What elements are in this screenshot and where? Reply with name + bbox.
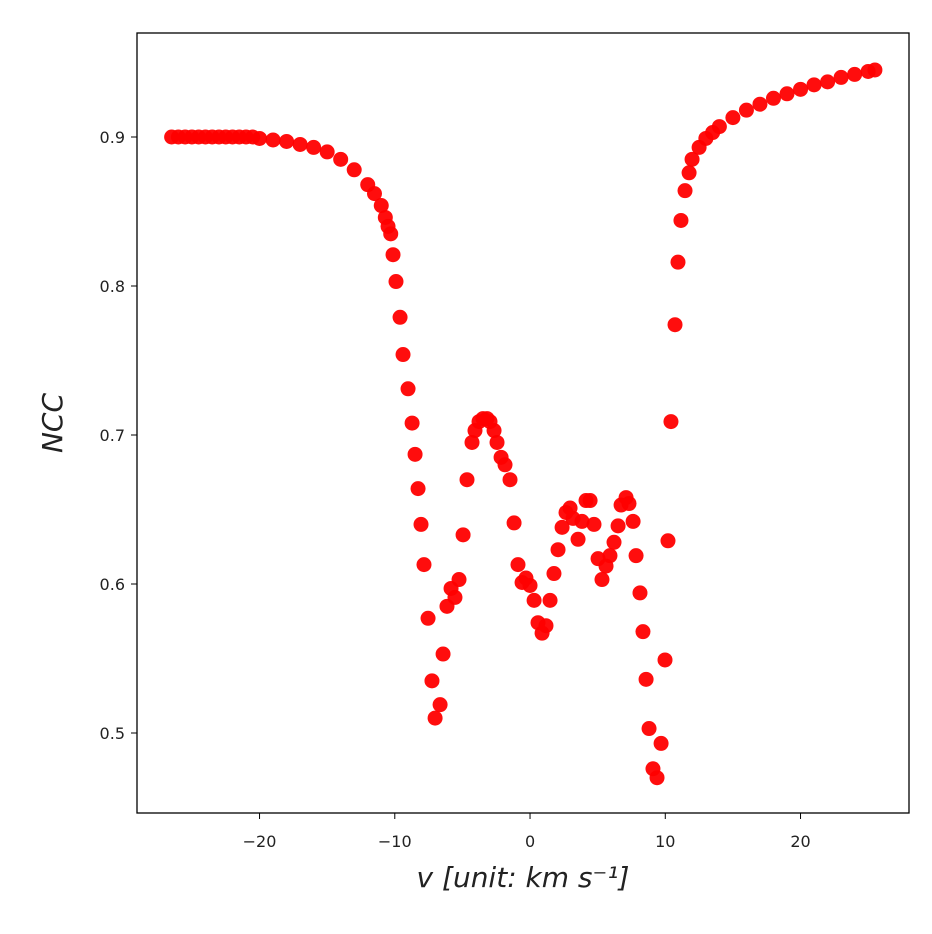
scatter-point [635, 624, 651, 640]
scatter-point [673, 212, 689, 228]
scatter-point [793, 81, 809, 97]
scatter-point [506, 515, 522, 531]
scatter-point [486, 423, 502, 439]
scatter-point [663, 414, 679, 430]
scatter-point [451, 572, 467, 588]
scatter-point [833, 69, 849, 85]
scatter-point [638, 671, 654, 687]
scatter-point [628, 548, 644, 564]
x-tick-label: 0 [525, 832, 535, 851]
scatter-point [416, 557, 432, 573]
scatter-point [681, 165, 697, 181]
scatter-point [610, 518, 626, 534]
scatter-point [660, 533, 676, 549]
scatter-point [392, 309, 408, 325]
scatter-point [621, 496, 637, 512]
scatter-point [404, 415, 420, 431]
scatter-point [657, 652, 673, 668]
scatter-point [586, 516, 602, 532]
scatter-point [502, 472, 518, 488]
scatter-point [395, 347, 411, 363]
scatter-point [319, 144, 335, 160]
scatter-point [373, 198, 389, 214]
x-tick-label: −10 [378, 832, 412, 851]
scatter-point [670, 254, 686, 270]
scatter-point [538, 618, 554, 634]
scatter-point [582, 493, 598, 509]
scatter-point [424, 673, 440, 689]
scatter-point [510, 557, 526, 573]
scatter-point [542, 592, 558, 608]
x-axis-label: v [unit: km s⁻¹] [417, 861, 630, 894]
scatter-point [550, 542, 566, 558]
scatter-point [677, 183, 693, 199]
scatter-point [413, 516, 429, 532]
scatter-point [574, 513, 590, 529]
scatter-point [667, 317, 683, 333]
scatter-point [649, 770, 665, 786]
scatter-point [435, 646, 451, 662]
scatter-point [388, 274, 404, 290]
scatter-point [252, 130, 268, 146]
scatter-point [725, 110, 741, 126]
scatter-point [366, 186, 382, 202]
scatter-point [497, 457, 513, 473]
scatter-point [546, 566, 562, 582]
scatter-point [459, 472, 475, 488]
scatter-point [346, 162, 362, 178]
scatter-point [265, 132, 281, 148]
scatter-point [653, 735, 669, 751]
scatter-point [606, 534, 622, 550]
scatter-point [383, 226, 399, 242]
scatter-point [333, 151, 349, 167]
scatter-point [570, 531, 586, 547]
scatter-point [554, 519, 570, 535]
scatter-point [447, 589, 463, 605]
scatter-point [752, 96, 768, 112]
scatter-point [427, 710, 443, 726]
scatter-point [738, 102, 754, 118]
scatter-point [400, 381, 416, 397]
scatter-point [420, 610, 436, 626]
y-tick-label: 0.7 [100, 426, 125, 445]
plot-frame [136, 32, 910, 814]
scatter-point [432, 697, 448, 713]
scatter-point [489, 434, 505, 450]
scatter-point [279, 133, 295, 149]
x-tick-label: 20 [790, 832, 810, 851]
scatter-point [410, 481, 426, 497]
scatter-point [867, 62, 883, 78]
scatter-point [820, 74, 836, 90]
scatter-point [684, 151, 700, 167]
scatter-point [806, 77, 822, 93]
scatter-point [292, 136, 308, 152]
scatter-point [407, 446, 423, 462]
scatter-point [594, 572, 610, 588]
x-tick-label: 10 [655, 832, 675, 851]
scatter-point [779, 86, 795, 102]
scatter-point [625, 513, 641, 529]
scatter-point [522, 577, 538, 593]
scatter-point [385, 247, 401, 263]
scatter-point [464, 434, 480, 450]
scatter-point [847, 66, 863, 82]
x-tick-label: −20 [243, 832, 277, 851]
scatter-point [526, 592, 542, 608]
y-tick-label: 0.9 [100, 128, 125, 147]
y-tick-label: 0.6 [100, 575, 125, 594]
scatter-point [632, 585, 648, 601]
y-axis-label: NCC [36, 393, 69, 453]
scatter-point [306, 139, 322, 155]
scatter-point [765, 90, 781, 106]
scatter-point [602, 548, 618, 564]
scatter-point [711, 119, 727, 135]
scatter-point [641, 721, 657, 737]
y-tick-label: 0.5 [100, 724, 125, 743]
scatter-point [455, 527, 471, 543]
y-tick-label: 0.8 [100, 277, 125, 296]
